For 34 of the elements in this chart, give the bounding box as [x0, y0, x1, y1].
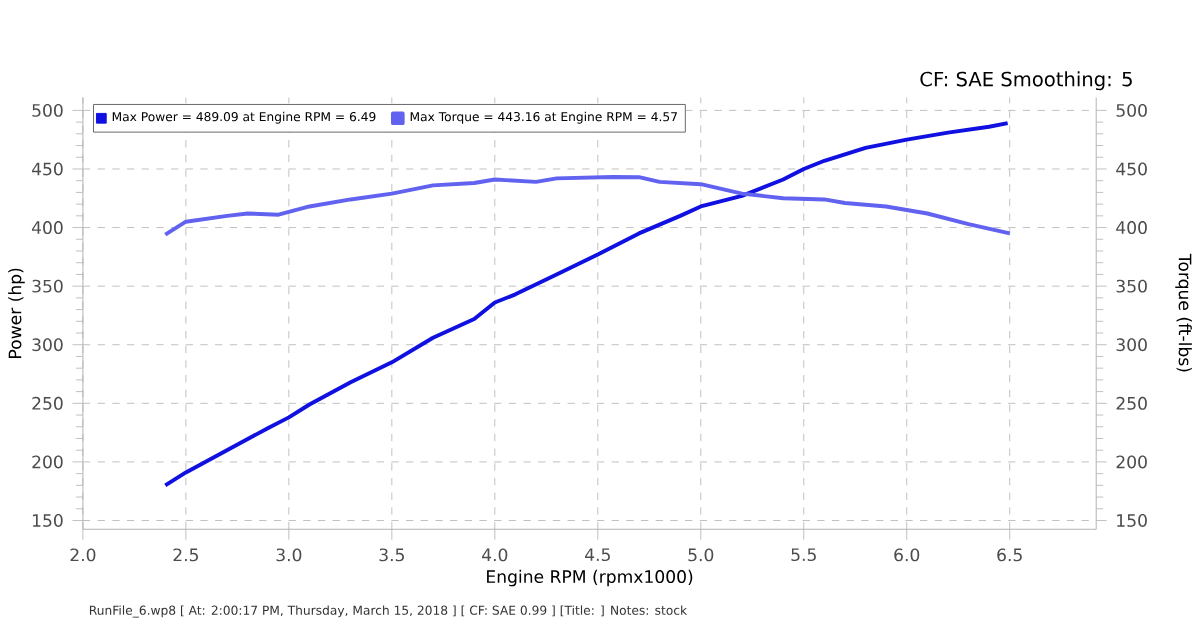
- text: RunFile_6.wp8 [ At: 2:00:17 PM, Thursday, March 15, 2018 ] [ CF: SAE 0.99 ] [Title: ] Notes: stock: [89, 605, 688, 618]
- y-tick-label: 450: [31, 162, 63, 176]
- y2-tick-label: 450: [1116, 162, 1147, 176]
- y-tick-label: 150: [32, 514, 63, 528]
- line-series: [163, 175, 1012, 237]
- x-tick-label: 2.5: [173, 548, 199, 562]
- x-tick-label: 3.5: [379, 548, 404, 562]
- y2-tick-label: 500: [1116, 104, 1147, 117]
- y2-tick-label: 300: [1116, 338, 1147, 352]
- x-tick-label: 2.0: [70, 548, 96, 562]
- x-tick-label: 3.0: [276, 548, 302, 562]
- y-tick-label: 200: [32, 455, 63, 469]
- y2-tick-label: 400: [1116, 221, 1147, 235]
- y-tick-label: 350: [32, 279, 63, 293]
- x-axis-title: Engine RPM (rpmx1000): [487, 569, 693, 587]
- legend-label: Max Power = 489.09 at Engine RPM = 6.49: [112, 111, 376, 124]
- y2-tick-label: 200: [1116, 455, 1147, 469]
- y-axis-title: Power (hp): [8, 268, 25, 358]
- y-tick-label: 400: [31, 221, 63, 235]
- x-tick-label: 5.5: [791, 548, 816, 562]
- y-tick-label: 300: [32, 338, 63, 352]
- y-tick-label: 250: [32, 396, 63, 410]
- x-tick-label: 4.5: [585, 548, 610, 562]
- y2-tick-label: 150: [1117, 514, 1147, 528]
- legend-label: Max Torque = 443.16 at Engine RPM = 4.57: [410, 111, 677, 124]
- y-tick-label: 500: [32, 104, 63, 117]
- x-tick-label: 4.0: [482, 548, 508, 562]
- y2-axis-title: Torque (ft-lbs): [1175, 253, 1192, 372]
- x-tick-label: 5.0: [688, 548, 714, 562]
- x-tick-label: 6.5: [997, 548, 1022, 562]
- x-tick-label: 6.0: [894, 548, 920, 562]
- y2-tick-label: 350: [1116, 279, 1147, 293]
- chart-title: CF: SAE Smoothing: 5: [920, 71, 1132, 91]
- y2-tick-label: 250: [1116, 396, 1147, 410]
